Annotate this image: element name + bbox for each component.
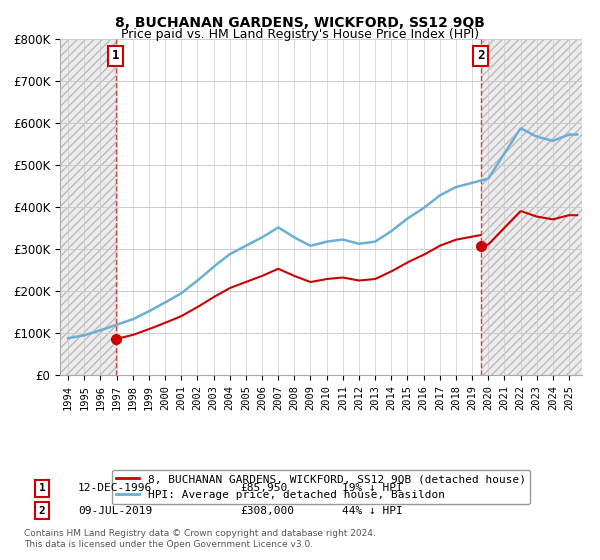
Text: 1: 1	[112, 49, 119, 63]
Text: Price paid vs. HM Land Registry's House Price Index (HPI): Price paid vs. HM Land Registry's House …	[121, 28, 479, 41]
Bar	[60, 39, 116, 375]
Text: 12-DEC-1996: 12-DEC-1996	[78, 483, 152, 493]
Bar	[481, 39, 582, 375]
Bar	[60, 39, 116, 375]
Text: 09-JUL-2019: 09-JUL-2019	[78, 506, 152, 516]
Legend: 8, BUCHANAN GARDENS, WICKFORD, SS12 9QB (detached house), HPI: Average price, de: 8, BUCHANAN GARDENS, WICKFORD, SS12 9QB …	[112, 470, 530, 504]
Text: 2: 2	[477, 49, 484, 63]
Bar	[481, 39, 582, 375]
Text: £308,000: £308,000	[240, 506, 294, 516]
Text: Contains HM Land Registry data © Crown copyright and database right 2024.
This d: Contains HM Land Registry data © Crown c…	[24, 529, 376, 549]
Text: £85,950: £85,950	[240, 483, 287, 493]
Text: 19% ↓ HPI: 19% ↓ HPI	[342, 483, 403, 493]
Text: 1: 1	[38, 483, 46, 493]
Text: 2: 2	[38, 506, 46, 516]
Text: 44% ↓ HPI: 44% ↓ HPI	[342, 506, 403, 516]
Text: 8, BUCHANAN GARDENS, WICKFORD, SS12 9QB: 8, BUCHANAN GARDENS, WICKFORD, SS12 9QB	[115, 16, 485, 30]
